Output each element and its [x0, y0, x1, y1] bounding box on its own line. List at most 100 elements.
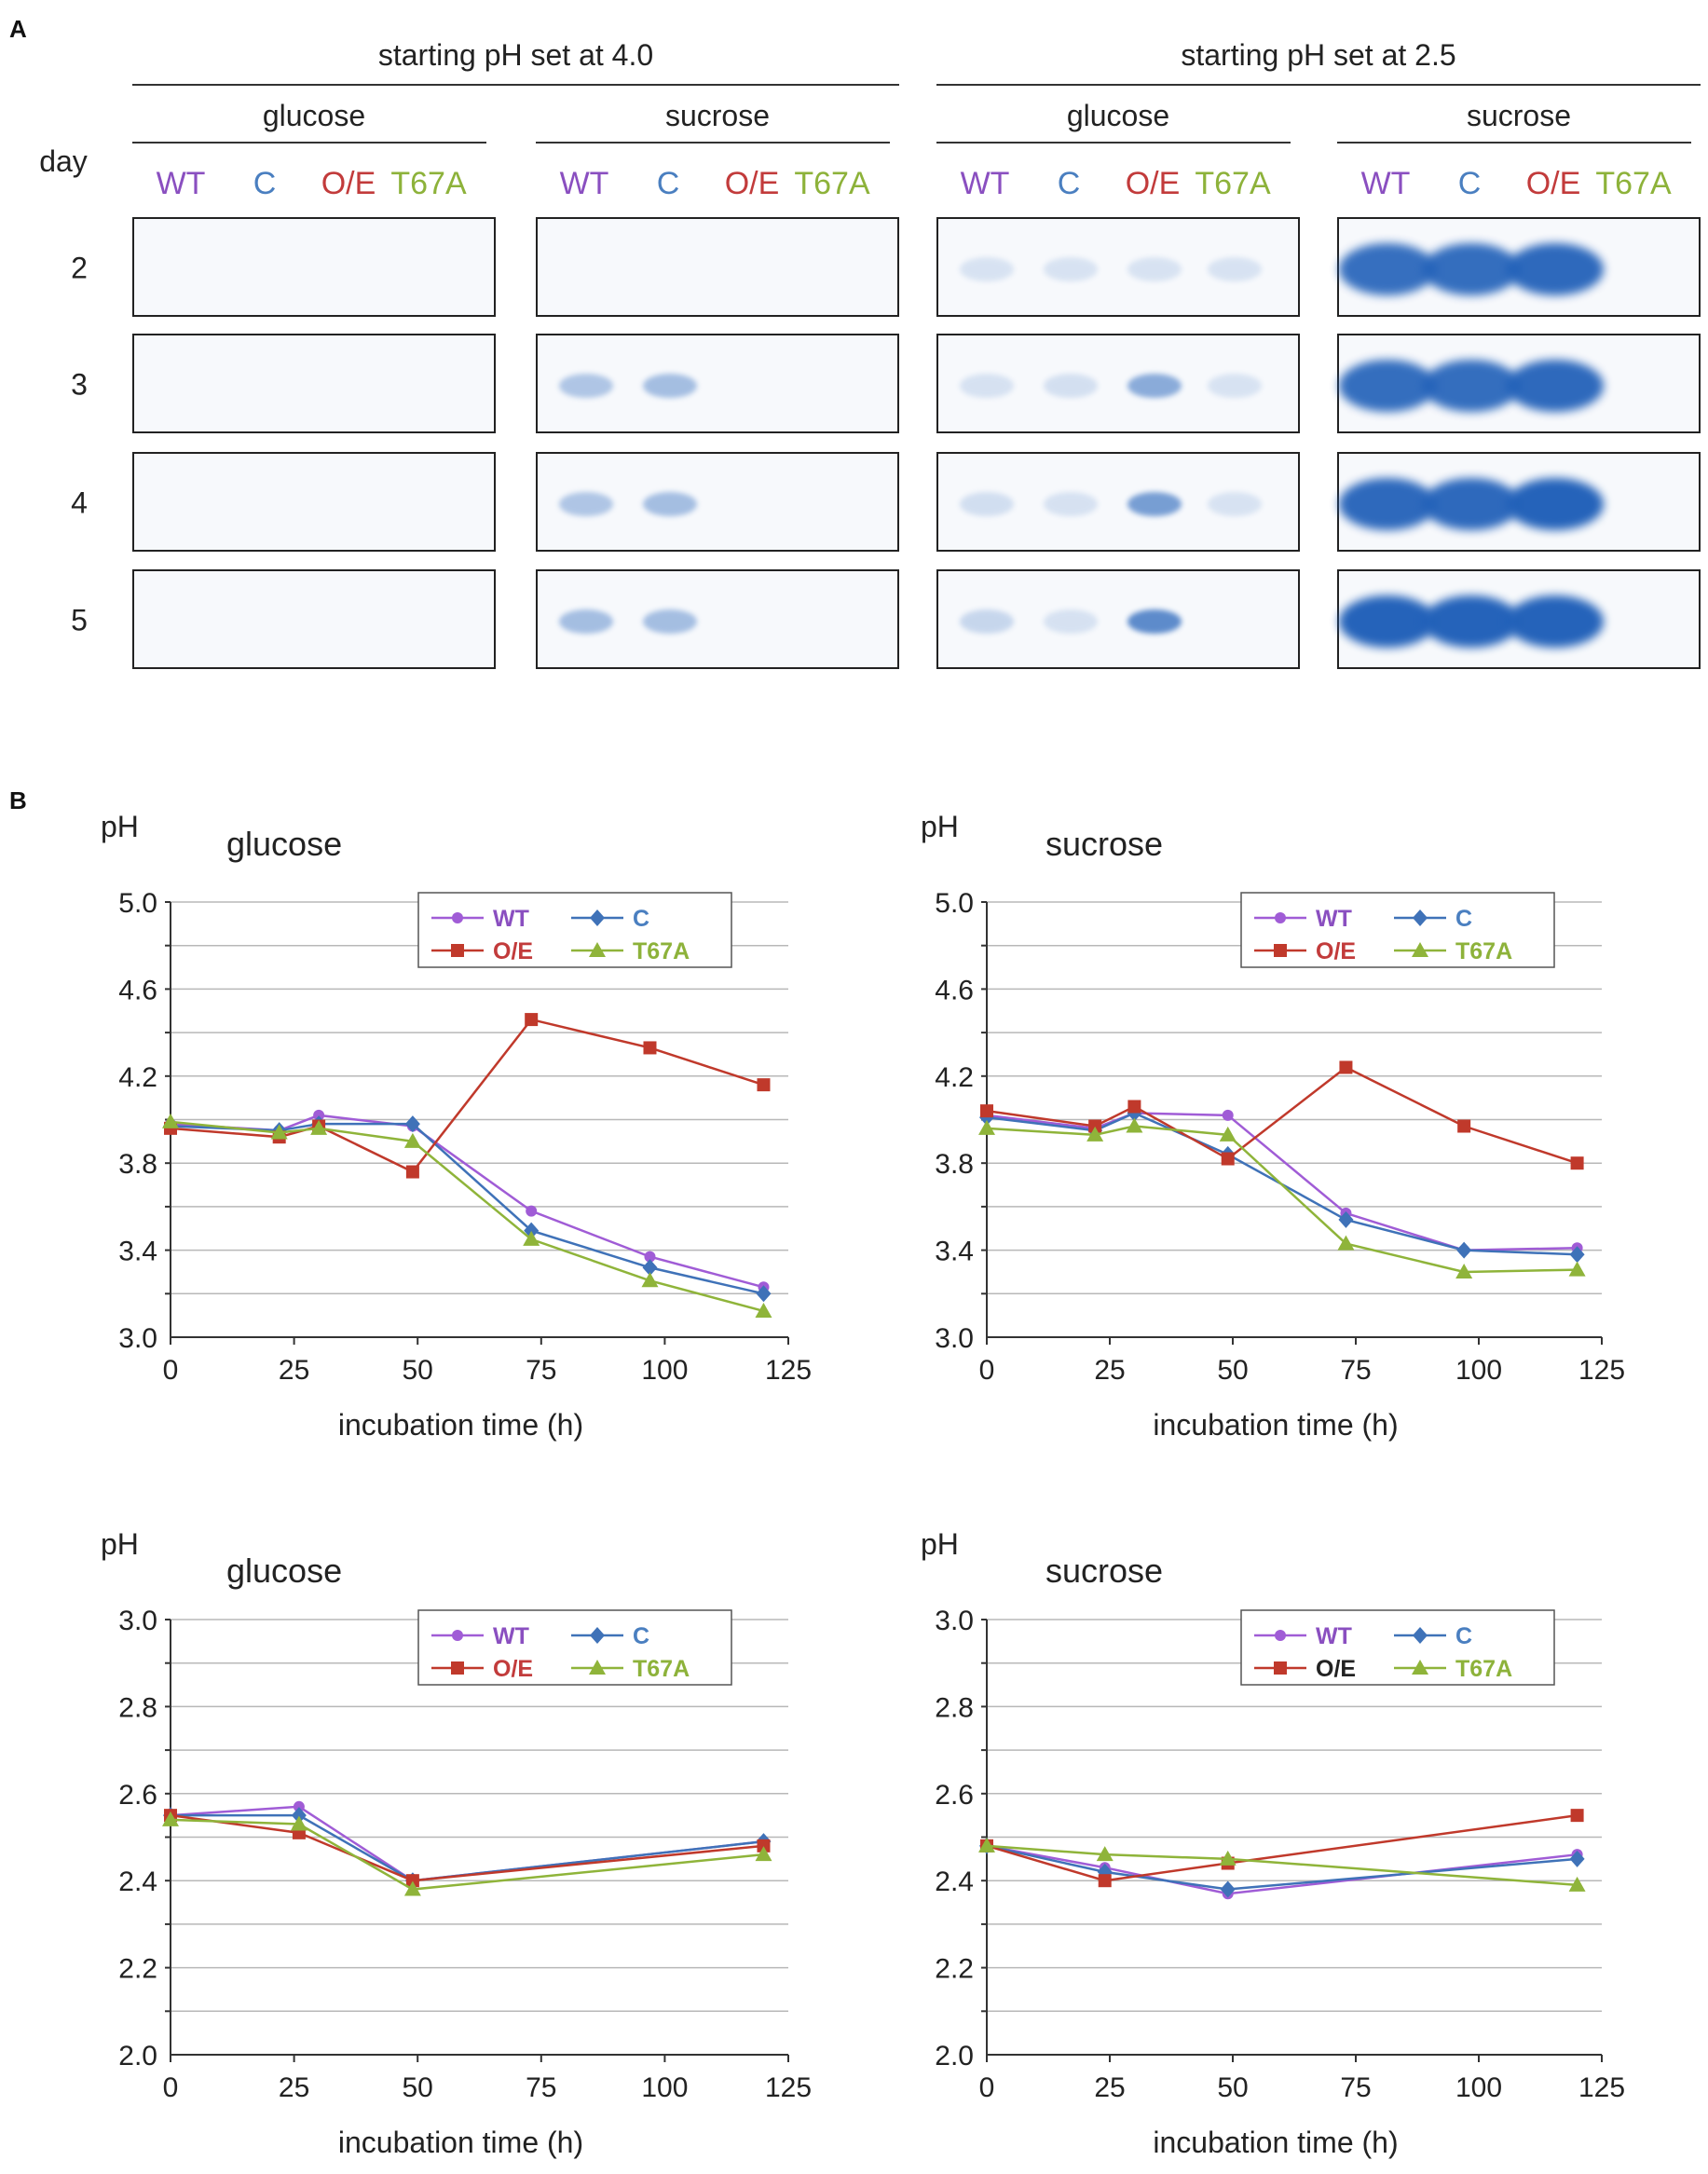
x-tick-label: 75: [1340, 1355, 1371, 1386]
blot-panel: [132, 217, 496, 317]
y-tick-label: 3.0: [935, 1323, 974, 1354]
data-point: [1568, 1261, 1586, 1277]
data-point: [1220, 1880, 1236, 1898]
legend-box: [417, 1609, 732, 1686]
data-point: [405, 1874, 419, 1888]
legend-label: T67A: [633, 1656, 690, 1682]
data-point: [978, 1119, 995, 1135]
series-line: [986, 1844, 1578, 1891]
strain-label: O/E: [725, 166, 780, 201]
y-axis-label: pH: [921, 810, 959, 843]
data-point: [451, 1661, 464, 1675]
x-tick-label: 50: [403, 1355, 433, 1386]
x-tick-label: 125: [765, 1355, 812, 1386]
data-point: [1275, 1630, 1286, 1641]
blot-panel: [1337, 569, 1701, 669]
y-axis-label: pH: [101, 810, 139, 843]
data-point: [1338, 1210, 1354, 1228]
strain-label: T67A: [794, 166, 870, 201]
y-tick-label: 3.8: [118, 1149, 157, 1180]
band: [1423, 477, 1520, 530]
blot-panel: [936, 334, 1300, 433]
data-point: [1412, 1660, 1428, 1675]
legend-label: C: [1455, 906, 1472, 932]
strain-label: WT: [157, 166, 206, 201]
sugar-label: glucose: [1067, 99, 1169, 132]
strain-label: C: [657, 166, 680, 201]
band: [1127, 256, 1182, 281]
band: [960, 491, 1014, 516]
blot-panel: [936, 452, 1300, 552]
data-point: [1413, 1627, 1428, 1644]
band: [1507, 595, 1604, 648]
y-tick-label: 2.0: [118, 2041, 157, 2071]
legend-label: T67A: [1455, 1656, 1512, 1682]
legend-label: T67A: [633, 938, 690, 964]
legend-label: C: [633, 1623, 649, 1649]
band: [1339, 359, 1436, 412]
legend-label: WT: [1316, 906, 1352, 932]
data-point: [1219, 1850, 1237, 1866]
legend-label: T67A: [1455, 938, 1512, 964]
panel-label-b: B: [9, 786, 27, 814]
band: [643, 491, 697, 516]
band: [559, 373, 613, 398]
blot-panel: [536, 334, 899, 433]
x-tick-label: 25: [279, 1355, 309, 1386]
legend-label: O/E: [493, 938, 533, 964]
x-axis-label: incubation time (h): [1153, 1408, 1398, 1442]
data-point: [526, 1205, 538, 1217]
band: [1044, 256, 1098, 281]
strain-label: WT: [560, 166, 609, 201]
data-point: [310, 1119, 328, 1135]
data-point: [405, 1165, 419, 1179]
blot-panel: [536, 217, 899, 317]
legend-label: O/E: [1316, 1656, 1356, 1682]
day-label: 3: [71, 368, 88, 402]
data-point: [291, 1807, 307, 1825]
series-line: [986, 1813, 1578, 1882]
blot-panel: [132, 452, 496, 552]
day-label: 5: [71, 604, 88, 637]
legend-label: C: [1455, 1623, 1472, 1649]
data-point: [757, 1839, 771, 1853]
y-tick-label: 2.6: [935, 1780, 974, 1811]
band: [1423, 242, 1520, 295]
band: [643, 608, 697, 634]
legend-label: O/E: [1316, 938, 1356, 964]
data-point: [1570, 1156, 1584, 1170]
condition-title: starting pH set at 4.0: [378, 38, 653, 72]
band: [1339, 242, 1436, 295]
blot-panel: [1337, 334, 1701, 433]
band: [559, 608, 613, 634]
data-point: [589, 1660, 606, 1675]
data-point: [270, 1124, 288, 1140]
band: [643, 373, 697, 398]
band: [1208, 373, 1262, 398]
data-point: [1098, 1874, 1112, 1888]
data-point: [978, 1837, 995, 1853]
x-tick-label: 0: [979, 1355, 995, 1386]
day-header: day: [39, 144, 88, 178]
series-line: [986, 1065, 1578, 1165]
y-axis-label: pH: [921, 1527, 959, 1561]
chart-title: sucrose: [1045, 825, 1163, 863]
data-point: [1274, 944, 1287, 957]
data-point: [1413, 909, 1428, 926]
sugar-label: sucrose: [665, 99, 770, 132]
data-point: [1275, 912, 1286, 923]
band: [1044, 608, 1098, 634]
series-line: [171, 1813, 764, 1882]
data-point: [1127, 1100, 1141, 1114]
day-label: 4: [71, 486, 88, 520]
y-axis-label: pH: [101, 1527, 139, 1561]
data-point: [162, 1113, 179, 1128]
data-point: [589, 942, 606, 957]
y-tick-label: 2.6: [118, 1780, 157, 1811]
data-point: [452, 912, 463, 923]
band: [1044, 373, 1098, 398]
data-point: [1337, 1235, 1355, 1251]
legend-label: C: [633, 906, 649, 932]
y-tick-label: 5.0: [118, 888, 157, 919]
data-point: [1339, 1060, 1353, 1074]
